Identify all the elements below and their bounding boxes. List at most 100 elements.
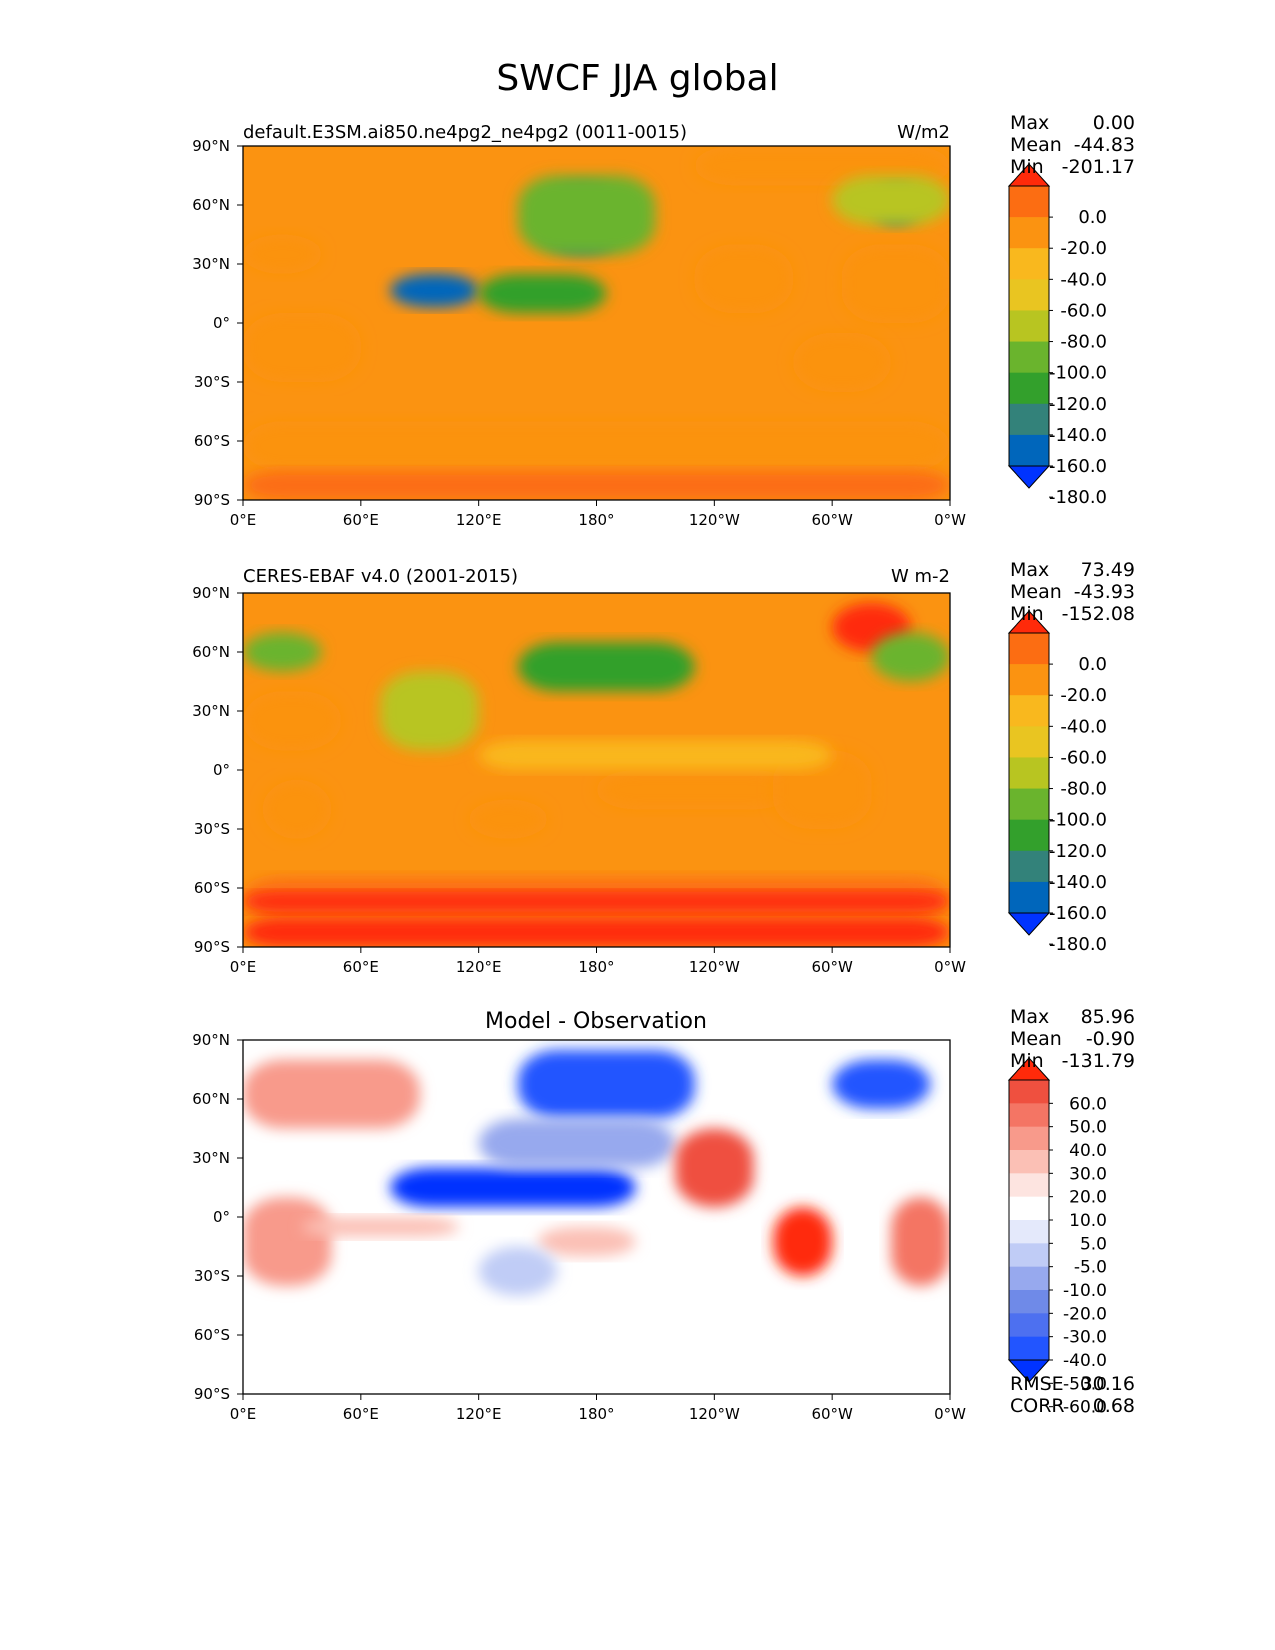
y-tick-label: 30°N <box>192 702 230 720</box>
y-tick-label: 60°S <box>194 432 230 450</box>
colorbar-segment <box>1009 664 1049 696</box>
colorbar-segment <box>1009 1126 1049 1151</box>
x-tick-label: 0°W <box>934 1405 966 1423</box>
stat-label: Mean <box>1010 581 1062 603</box>
field-region <box>243 917 950 947</box>
colorbar-label: -80.0 <box>1060 779 1107 800</box>
stat-label: Min <box>1010 603 1044 625</box>
x-tick-label: 180° <box>578 1405 614 1423</box>
stat-value: 0.00 <box>1092 112 1135 134</box>
map-area: 0°E 60°E 120°E 180° 120°W 60°W 0°W 90°N 60°N 30°N… <box>192 1031 966 1423</box>
field-region <box>390 1167 636 1208</box>
colorbar-label: 30.0 <box>1069 1164 1107 1184</box>
stat-label: Max <box>1010 112 1050 134</box>
colorbar-segment <box>1009 434 1049 467</box>
field-region <box>517 1049 695 1119</box>
field-region <box>891 1197 950 1286</box>
colorbar-label: -80.0 <box>1060 332 1107 353</box>
colorbar-label: -40.0 <box>1063 1351 1107 1371</box>
stat-value: -0.90 <box>1085 1028 1135 1050</box>
colorbar-label: -100.0 <box>1049 810 1107 831</box>
panel-left-title: CERES-EBAF v4.0 (2001-2015) <box>243 566 518 587</box>
colorbar-segment <box>1009 850 1049 883</box>
colorbar-label: -180.0 <box>1049 934 1107 955</box>
y-tick-label: 90°N <box>192 137 230 155</box>
field-region <box>773 1207 833 1276</box>
colorbar-label: -160.0 <box>1049 456 1107 477</box>
field-region <box>243 891 950 912</box>
x-tick-label: 0°E <box>230 958 257 976</box>
metric-label: RMSE <box>1010 1373 1064 1395</box>
field-region <box>243 234 322 274</box>
colorbar-label: -120.0 <box>1049 841 1107 862</box>
colorbar-segment <box>1009 1220 1049 1244</box>
x-tick-label: 60°E <box>343 958 379 976</box>
y-tick-label: 60°N <box>192 196 230 214</box>
field-region <box>792 332 892 392</box>
metric-value: 30.16 <box>1080 1373 1135 1395</box>
field-region <box>517 175 656 255</box>
y-tick-label: 60°N <box>192 1090 230 1108</box>
colorbar-label: -180.0 <box>1049 487 1107 508</box>
x-tick-label: 0°W <box>934 958 966 976</box>
colorbar-frame <box>1008 185 1050 467</box>
y-tick-label: 30°S <box>194 820 230 838</box>
y-tick-label: 0° <box>213 1208 230 1226</box>
field-region <box>243 632 322 672</box>
field-region <box>478 273 607 314</box>
x-tick-label: 180° <box>578 958 614 976</box>
x-tick-label: 180° <box>578 511 614 529</box>
colorbar-label: -40.0 <box>1060 269 1107 290</box>
colorbar-label: -40.0 <box>1060 716 1107 737</box>
colorbar: 0.0 -20.0 -40.0 -60.0 -80.0 -100.0 -120.0 -140.… <box>1007 163 1107 508</box>
stat-value: 85.96 <box>1080 1006 1135 1028</box>
colorbar-label: -20.0 <box>1063 1304 1107 1324</box>
stat-value: -44.83 <box>1073 134 1135 156</box>
stat-label: Max <box>1010 1006 1050 1028</box>
field-region <box>537 1226 636 1257</box>
colorbar-segment <box>1009 1150 1049 1174</box>
colorbar-segment <box>1009 341 1049 374</box>
stat-value: -152.08 <box>1061 603 1135 625</box>
field-region <box>243 313 361 382</box>
y-tick-label: 60°N <box>192 643 230 661</box>
metric-label: CORR <box>1010 1395 1065 1417</box>
y-tick-label: 30°S <box>194 373 230 391</box>
colorbar-segment <box>1009 757 1049 790</box>
y-tick-label: 90°N <box>192 584 230 602</box>
colorbar-label: -20.0 <box>1060 685 1107 706</box>
colorbar-extend-min <box>1007 912 1051 936</box>
field-region <box>478 1246 558 1296</box>
field-region <box>243 470 950 500</box>
stat-value: -131.79 <box>1061 1050 1135 1072</box>
field-region <box>478 1118 676 1168</box>
colorbar-label: 0.0 <box>1078 207 1107 228</box>
field-region <box>390 273 479 308</box>
stats-test: Max 0.00 Mean -44.83 Min -201.17 <box>1010 112 1135 178</box>
stats-reference: Max 73.49 Mean -43.93 Min -152.08 <box>1010 559 1135 625</box>
colorbar-label: -140.0 <box>1049 425 1107 446</box>
colorbar-label: -60.0 <box>1060 300 1107 321</box>
colorbar-segment <box>1009 819 1049 852</box>
field-region <box>694 146 950 186</box>
field-region <box>871 632 950 682</box>
field-region <box>478 740 833 770</box>
field-region <box>832 1059 931 1109</box>
colorbar-frame <box>1008 632 1050 914</box>
field-region <box>675 1128 754 1208</box>
panel-center-title: Model - Observation <box>485 1009 707 1034</box>
colorbar-segment <box>1009 1103 1049 1128</box>
map-area: 0°E 60°E 120°E 180° 120°W 60°W 0°W 90°N 60°N 30°N… <box>192 584 966 976</box>
colorbar-segment <box>1009 726 1049 758</box>
colorbar-label: 40.0 <box>1069 1141 1107 1161</box>
panel-difference: Model - Observation 0°E 60°E 120°E 180° 120°… <box>192 1009 1107 1423</box>
colorbar-segment <box>1009 279 1049 311</box>
stat-value: -43.93 <box>1073 581 1135 603</box>
colorbar-segment <box>1009 695 1049 727</box>
y-tick-label: 90°S <box>194 491 230 509</box>
colorbar: 0.0 -20.0 -40.0 -60.0 -80.0 -100.0 -120.0 -140.… <box>1007 610 1107 955</box>
colorbar-segment <box>1009 788 1049 821</box>
x-tick-label: 60°W <box>811 511 853 529</box>
field-region <box>596 770 793 810</box>
field-region <box>243 421 950 471</box>
